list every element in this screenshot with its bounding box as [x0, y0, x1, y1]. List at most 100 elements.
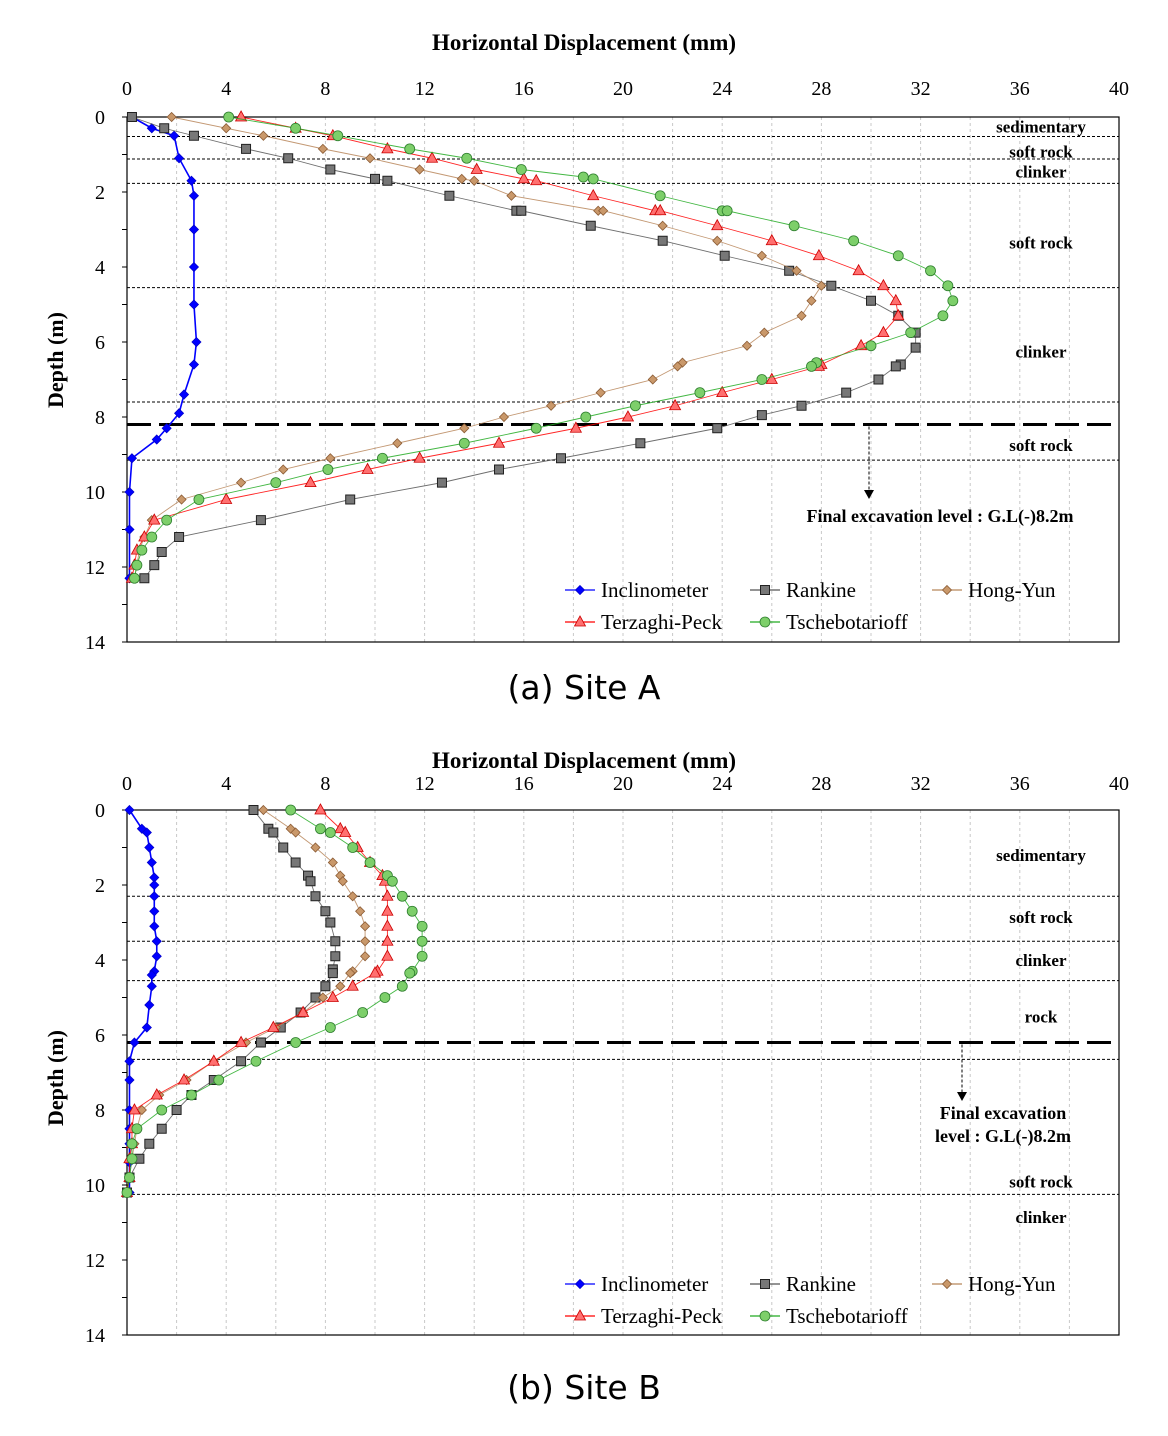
data-point [368, 966, 382, 978]
data-point [877, 278, 890, 291]
data-point [149, 906, 160, 917]
x-tick-label: 16 [514, 773, 534, 795]
data-point [149, 560, 160, 571]
data-point [131, 559, 143, 571]
excavation-arrow-head [864, 490, 874, 499]
data-point [171, 1105, 182, 1115]
data-point [156, 1104, 168, 1116]
series-line [128, 116, 198, 579]
data-point [630, 400, 641, 412]
data-point [320, 906, 331, 917]
y-tick-label: 14 [85, 632, 105, 654]
x-tick-label: 8 [320, 78, 330, 100]
data-point [741, 340, 753, 351]
data-point [892, 308, 905, 321]
data-point [765, 233, 778, 246]
y-tick-label: 4 [95, 257, 105, 279]
excavation-label: Final excavation [940, 1103, 1067, 1123]
data-point [654, 190, 666, 202]
x-tick-label: 0 [122, 78, 132, 100]
data-point [404, 967, 416, 979]
data-point [416, 950, 428, 962]
data-point [444, 190, 455, 201]
data-point [324, 1022, 336, 1033]
data-point [925, 265, 936, 277]
data-point [756, 410, 767, 421]
data-point [942, 280, 954, 292]
series-line [133, 116, 823, 579]
data-point [788, 220, 800, 232]
data-point [220, 492, 233, 504]
data-point [573, 1309, 587, 1321]
y-tick-label: 10 [85, 1175, 105, 1197]
data-point [587, 188, 600, 201]
data-point [941, 1278, 953, 1290]
data-point [146, 531, 158, 543]
data-point [304, 475, 317, 488]
data-point [816, 280, 827, 291]
legend-marker [759, 616, 771, 628]
data-point [848, 235, 860, 247]
chart-plot-area: 0 4 8 12 16 20 24 28 32 36 4002468101214sedimentar… [85, 773, 1129, 1347]
data-point [129, 572, 140, 584]
series-markers [126, 112, 921, 584]
data-point [296, 1005, 310, 1017]
data-point [270, 477, 282, 489]
data-point [290, 122, 302, 134]
x-tick-label: 8 [320, 773, 330, 795]
layer-label: sedimentary [996, 846, 1086, 865]
data-point [131, 1123, 143, 1135]
data-point [516, 205, 527, 216]
figure-caption: (a) Site A [507, 668, 661, 707]
data-point [469, 175, 480, 186]
data-point [459, 423, 470, 434]
data-point [169, 130, 180, 141]
data-point [315, 823, 326, 835]
data-point [890, 361, 901, 372]
data-point [124, 1056, 135, 1067]
data-point [765, 372, 778, 384]
data-point [796, 310, 807, 321]
data-point [124, 486, 135, 498]
data-point [364, 857, 376, 868]
data-point [546, 400, 557, 411]
data-point [458, 437, 470, 449]
series-line [131, 116, 899, 579]
y-axis-title: Depth (m) [43, 1030, 68, 1126]
series-markers [124, 804, 162, 1198]
data-point [947, 295, 959, 307]
data-point [310, 891, 321, 902]
data-point [425, 151, 439, 163]
data-point [325, 453, 336, 464]
data-point [711, 218, 724, 231]
layer-label: soft rock [1009, 436, 1073, 455]
layer-label: rock [1025, 1007, 1058, 1026]
layer-label: sedimentary [996, 117, 1086, 136]
data-point [556, 453, 566, 464]
legend-marker [573, 615, 587, 627]
data-point [144, 999, 155, 1011]
series-line [126, 809, 366, 1193]
data-point [213, 1074, 225, 1086]
series-line [126, 809, 423, 1193]
data-point [151, 936, 162, 947]
layer-label: soft rock [1009, 143, 1073, 162]
x-tick-label: 16 [514, 78, 534, 100]
data-point [364, 153, 376, 164]
data-point [854, 338, 868, 351]
data-point [852, 263, 865, 276]
legend-label: Rankine [786, 578, 856, 602]
data-point [573, 615, 587, 627]
data-point [148, 513, 161, 525]
y-tick-label: 10 [85, 482, 105, 504]
data-point [314, 803, 327, 815]
x-tick-label: 40 [1109, 773, 1129, 795]
data-point [806, 295, 817, 306]
data-point [149, 921, 160, 932]
data-point [129, 1037, 140, 1048]
data-point [156, 547, 167, 557]
data-point [250, 1055, 262, 1067]
data-point [577, 171, 589, 183]
data-point [330, 951, 341, 962]
data-point [146, 969, 157, 981]
